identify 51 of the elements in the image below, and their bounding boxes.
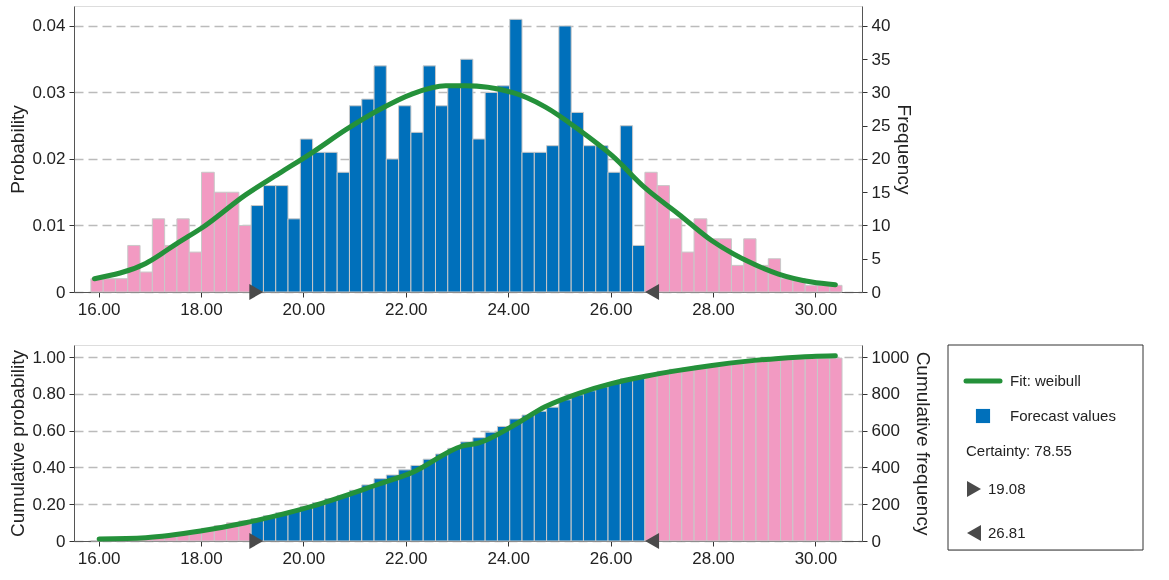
- x-tick-label: 26.00: [589, 299, 633, 319]
- y2-tick-label: 1000: [871, 347, 910, 367]
- y2-axis-title: Cumulative frequency: [913, 351, 935, 536]
- y2-tick-label: 25: [871, 116, 891, 136]
- y-tick-label: 0: [56, 531, 66, 551]
- y2-tick-label: 35: [871, 49, 891, 69]
- legend-label: Forecast values: [1010, 407, 1116, 424]
- y2-tick-label: 5: [871, 249, 881, 269]
- y-tick-label: 0.01: [32, 215, 66, 235]
- y-tick-label: 0.04: [32, 16, 66, 36]
- x-tick-label: 22.00: [385, 548, 428, 568]
- y2-tick-label: 0: [871, 282, 881, 302]
- y2-tick-label: 40: [871, 16, 891, 36]
- y2-tick-label: 800: [871, 384, 900, 404]
- y-tick-label: 0.20: [32, 494, 66, 514]
- y2-tick-label: 20: [871, 149, 891, 169]
- text: 26.81: [988, 524, 1026, 541]
- x-tick-label: 20.00: [282, 548, 326, 568]
- x-tick-label: 24.00: [487, 548, 530, 568]
- x-tick-label: 16.00: [77, 548, 121, 568]
- y2-axis-title: Frequency: [894, 104, 916, 195]
- y2-tick-label: 0: [871, 531, 881, 551]
- x-tick-label: 30.00: [794, 299, 838, 319]
- y-tick-label: 0.80: [32, 384, 66, 404]
- x-tick-label: 30.00: [794, 548, 838, 568]
- y2-tick-label: 200: [871, 494, 900, 514]
- y-tick-label: 0.40: [32, 457, 66, 477]
- text: 19.08: [988, 480, 1026, 497]
- y-tick-label: 0.02: [32, 149, 66, 169]
- x-tick-label: 18.00: [180, 299, 223, 319]
- text: Certainty: 78.55: [966, 442, 1072, 459]
- y2-tick-label: 400: [871, 457, 900, 477]
- x-tick-label: 18.00: [180, 548, 223, 568]
- y-tick-label: 0: [56, 282, 66, 302]
- y-tick-label: 0.03: [32, 82, 66, 102]
- y-tick-label: 1.00: [32, 347, 66, 367]
- y2-tick-label: 15: [871, 182, 891, 202]
- x-tick-label: 28.00: [692, 299, 735, 319]
- legend-label: Fit: weibull: [1010, 372, 1081, 389]
- x-tick-label: 16.00: [77, 299, 121, 319]
- x-tick-label: 26.00: [589, 548, 633, 568]
- y2-tick-label: 10: [871, 215, 891, 235]
- y-axis-title: Probability: [7, 104, 29, 194]
- y2-tick-label: 600: [871, 421, 900, 441]
- x-tick-label: 20.00: [282, 299, 326, 319]
- x-tick-label: 22.00: [385, 299, 428, 319]
- y-tick-label: 0.60: [32, 421, 66, 441]
- y2-tick-label: 30: [871, 82, 891, 102]
- x-tick-label: 28.00: [692, 548, 735, 568]
- y-axis-title: Cumulative probability: [7, 349, 29, 537]
- x-tick-label: 24.00: [487, 299, 530, 319]
